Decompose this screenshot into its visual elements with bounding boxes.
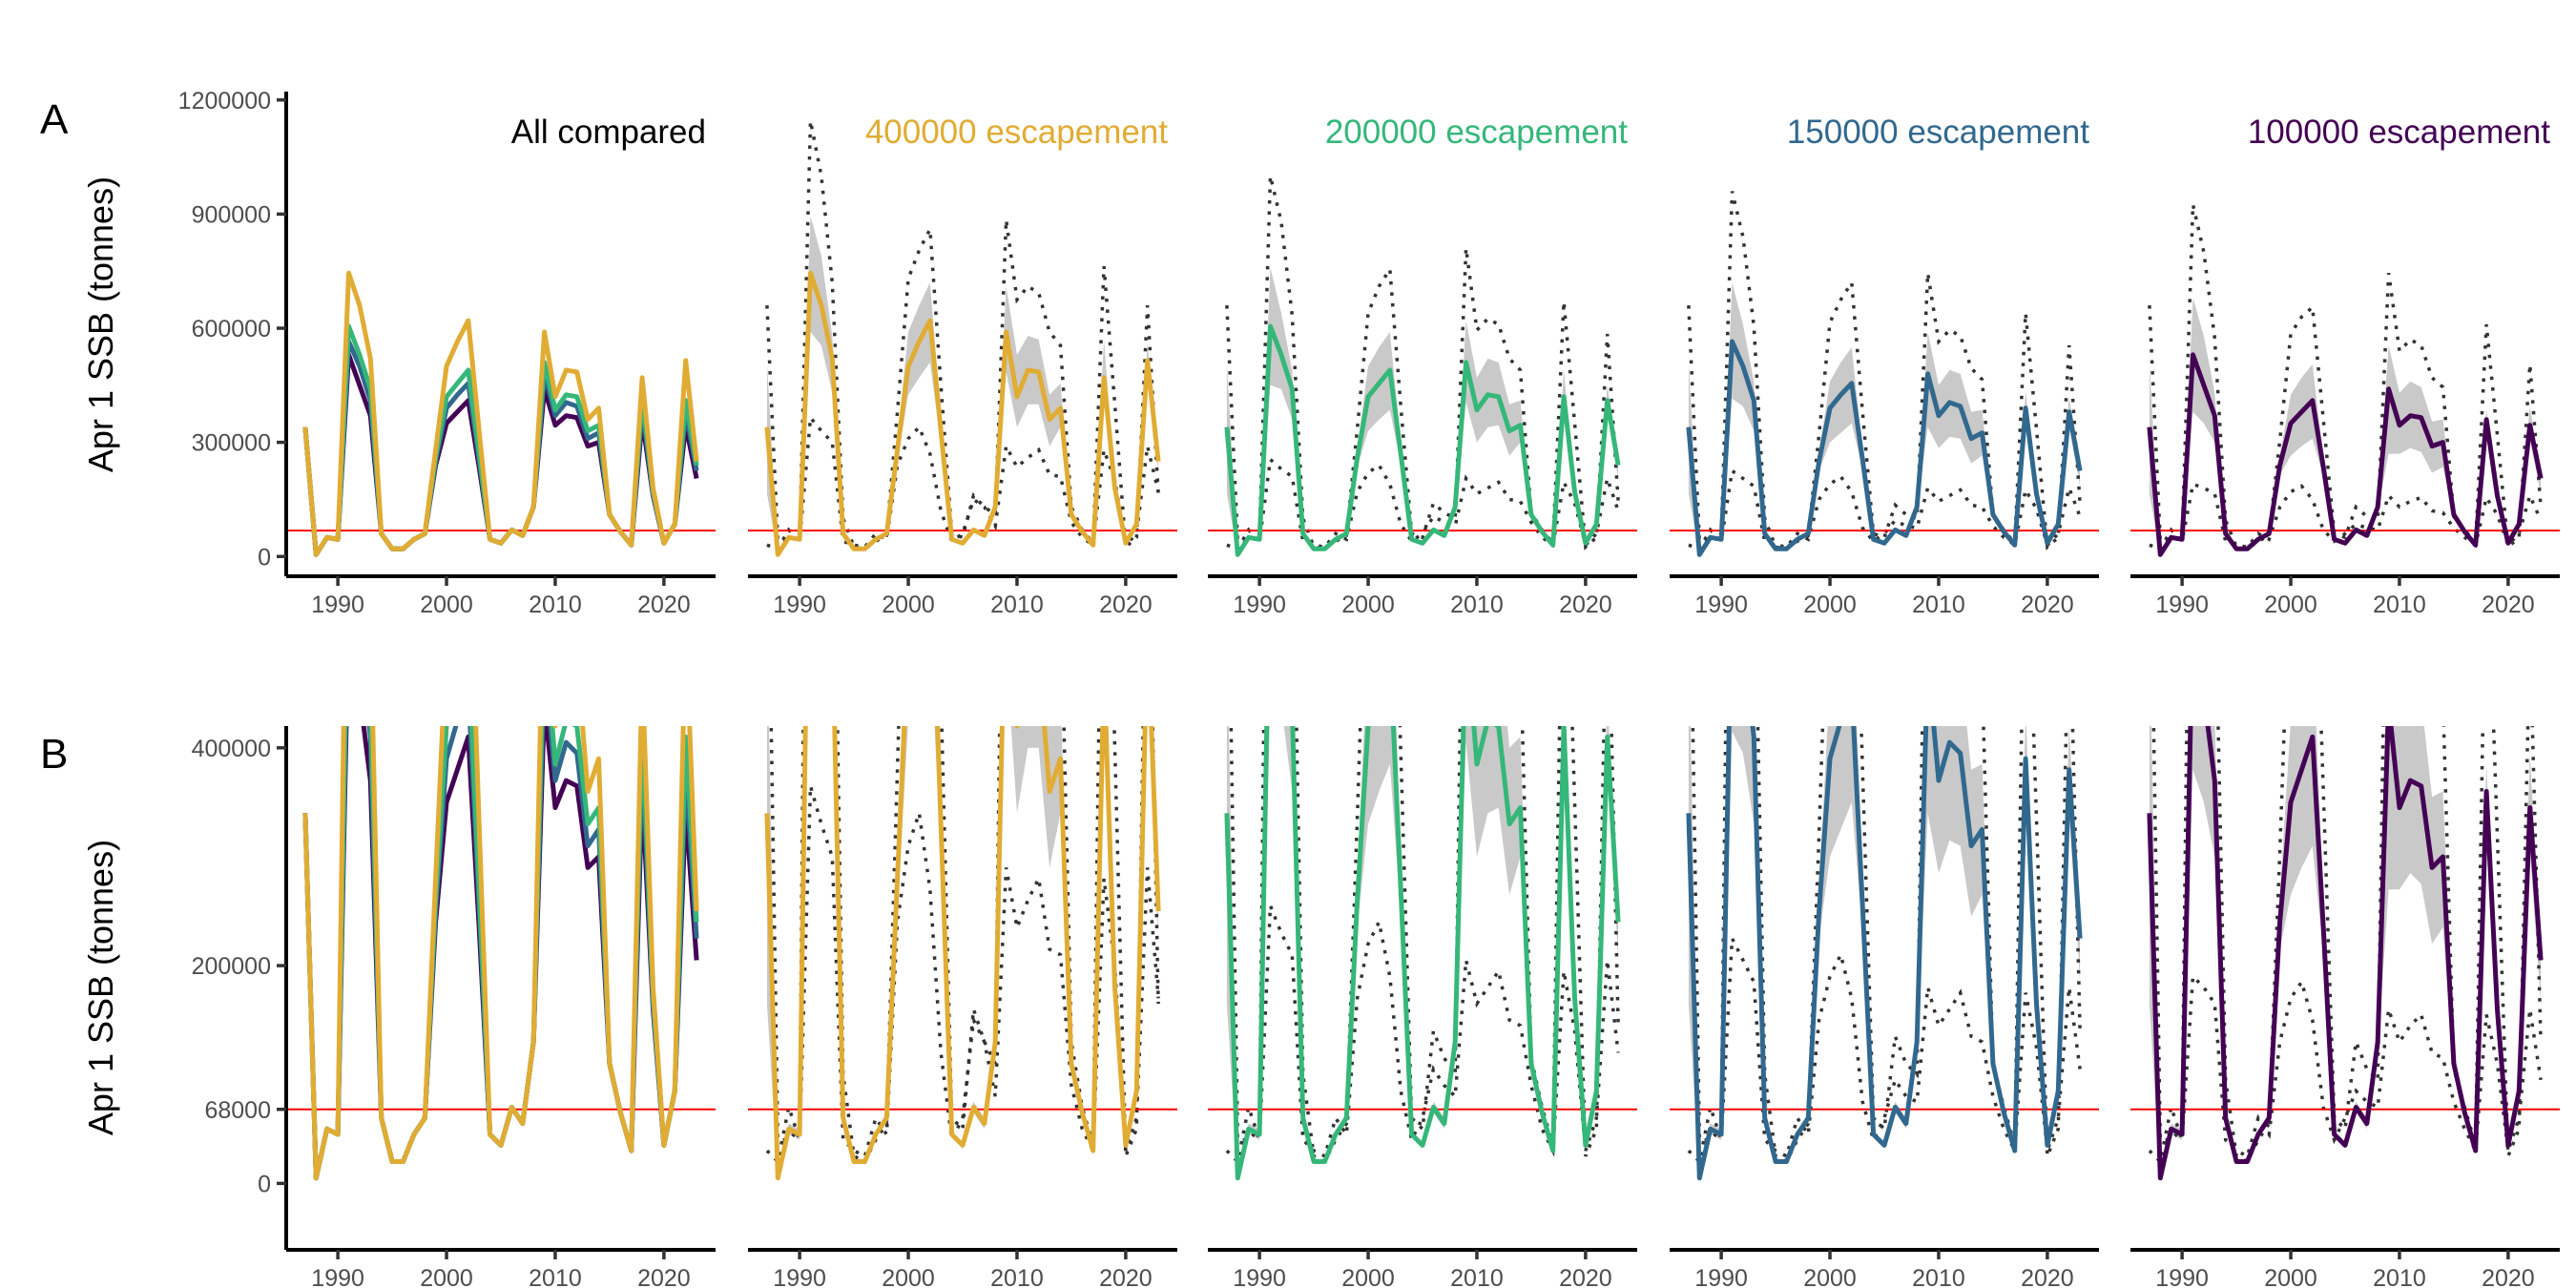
panel-a-2: 1990 2000 2010 2020 400000 escapement — [748, 114, 1177, 618]
series-line-mean — [1686, 339, 2083, 557]
x-tick-label: 2010 — [990, 592, 1044, 618]
x-tick-label: 2020 — [1559, 592, 1612, 618]
series-line-mean — [764, 726, 1161, 1181]
dotted-line-upper — [2151, 726, 2543, 1164]
panel-data-layer — [286, 270, 716, 557]
panel-b-5: 1990 2000 2010 2020 — [2130, 726, 2560, 1288]
x-tick-label: 1990 — [773, 592, 826, 618]
x-tick-label: 1990 — [311, 592, 364, 618]
panel-data-layer — [2130, 204, 2560, 557]
x-tick-label: 2020 — [2482, 592, 2535, 618]
x-tick-label: 2000 — [2264, 1265, 2317, 1288]
panel-data-layer — [1208, 726, 1637, 1181]
x-tick-label: 2010 — [529, 1265, 582, 1288]
x-tick-label: 1990 — [2155, 1265, 2209, 1288]
ribbon-area — [2149, 298, 2542, 555]
x-tick-label: 2010 — [2373, 1265, 2426, 1288]
panel-data-layer — [748, 120, 1177, 557]
dotted-line-upper — [1225, 176, 1620, 551]
y-tick-label: 400000 — [192, 736, 271, 762]
panel-data-layer — [2130, 726, 2560, 1181]
x-tick-label: 1990 — [1694, 1265, 1748, 1288]
y-axis-title-a: Apr 1 SSB (tonnes) — [81, 177, 120, 472]
x-tick-label: 2010 — [1912, 592, 1965, 618]
series-line-400000 — [302, 270, 699, 557]
panel-a-5: 1990 2000 2010 2020 100000 escapement — [2130, 114, 2560, 618]
panel-b-3: 1990 2000 2010 2020 — [1208, 726, 1637, 1288]
panel-data-layer — [1670, 191, 2099, 557]
y-tick-label: 200000 — [192, 953, 271, 980]
x-tick-label: 2000 — [1341, 592, 1395, 618]
x-tick-label: 2000 — [1803, 592, 1857, 618]
y-tick-label: 0 — [258, 544, 271, 571]
x-tick-label: 2020 — [637, 592, 691, 618]
series-line-mean — [2147, 726, 2544, 1181]
x-tick-label: 2010 — [1912, 1265, 1965, 1288]
y-tick-label: 68000 — [204, 1097, 271, 1124]
x-tick-label: 2000 — [882, 592, 935, 618]
x-tick-label: 2010 — [1450, 592, 1504, 618]
panel-b-1: 1990 2000 2010 2020 0 68000 200000 400000 — [192, 726, 716, 1288]
series-line-mean — [1224, 323, 1621, 557]
y-tick-label: 300000 — [192, 430, 271, 457]
x-tick-label: 1990 — [1233, 1265, 1286, 1288]
x-tick-label: 2010 — [990, 1265, 1044, 1288]
x-tick-label: 1990 — [1694, 592, 1748, 618]
ribbon-area — [2149, 726, 2542, 1179]
panel-data-layer — [286, 726, 716, 1181]
panel-data-layer — [1670, 726, 2099, 1181]
x-tick-label: 2020 — [2021, 592, 2074, 618]
x-tick-label: 2020 — [1559, 1265, 1612, 1288]
x-tick-label: 2020 — [1099, 592, 1153, 618]
panel-title: 100000 escapement — [2248, 114, 2550, 151]
series-line-mean — [2147, 352, 2544, 557]
row-label-b: B — [40, 731, 68, 778]
x-tick-label: 1990 — [1233, 592, 1286, 618]
x-tick-label: 2000 — [420, 592, 473, 618]
x-tick-label: 2020 — [1099, 1265, 1153, 1288]
x-tick-label: 2000 — [2264, 592, 2317, 618]
panel-title: 200000 escapement — [1325, 114, 1628, 151]
x-tick-label: 2020 — [637, 1265, 691, 1288]
x-tick-label: 2010 — [2373, 592, 2426, 618]
x-tick-label: 2000 — [1341, 1265, 1395, 1288]
panel-title: 400000 escapement — [865, 114, 1168, 151]
panel-b-2: 1990 2000 2010 2020 — [748, 726, 1177, 1288]
x-tick-label: 2010 — [1450, 1265, 1504, 1288]
x-tick-label: 1990 — [773, 1265, 826, 1288]
panel-b-4: 1990 2000 2010 2020 — [1670, 726, 2099, 1288]
dotted-line-upper — [1691, 726, 2082, 1164]
panel-title: 150000 escapement — [1787, 114, 2089, 151]
y-axis-title-b: Apr 1 SSB (tonnes) — [81, 840, 120, 1135]
panel-a-3: 1990 2000 2010 2020 200000 escapement — [1208, 114, 1637, 618]
y-tick-label: 1200000 — [178, 88, 271, 114]
y-tick-label: 0 — [258, 1171, 271, 1197]
x-tick-label: 2000 — [420, 1265, 473, 1288]
x-tick-label: 2010 — [529, 592, 582, 618]
panel-data-layer — [1208, 176, 1637, 557]
plot-area: 1990 2000 2010 2020 0 300000 600000 900000 12000… — [178, 88, 2560, 1288]
x-tick-label: 2000 — [882, 1265, 935, 1288]
panel-data-layer — [748, 726, 1177, 1181]
x-tick-label: 2020 — [2482, 1265, 2535, 1288]
panel-a-4: 1990 2000 2010 2020 150000 escapement — [1670, 114, 2099, 618]
dotted-line-lower — [765, 785, 1160, 1166]
row-label-a: A — [40, 96, 69, 143]
panel-a-1: 1990 2000 2010 2020 0 300000 600000 900000 12000… — [178, 88, 716, 618]
series-line-mean — [764, 270, 1161, 557]
y-tick-label: 900000 — [192, 201, 271, 228]
y-tick-label: 600000 — [192, 316, 271, 343]
dotted-line-upper — [769, 726, 1160, 1164]
x-tick-label: 2000 — [1803, 1265, 1857, 1288]
series-line-400000 — [302, 726, 699, 1181]
series-line-mean — [1686, 726, 2083, 1181]
panel-title: All compared — [511, 114, 706, 151]
x-tick-label: 1990 — [311, 1265, 364, 1288]
dotted-line-upper — [1229, 726, 1620, 1164]
series-line-mean — [1224, 726, 1621, 1181]
x-tick-label: 2020 — [2021, 1265, 2074, 1288]
x-tick-label: 1990 — [2155, 592, 2209, 618]
